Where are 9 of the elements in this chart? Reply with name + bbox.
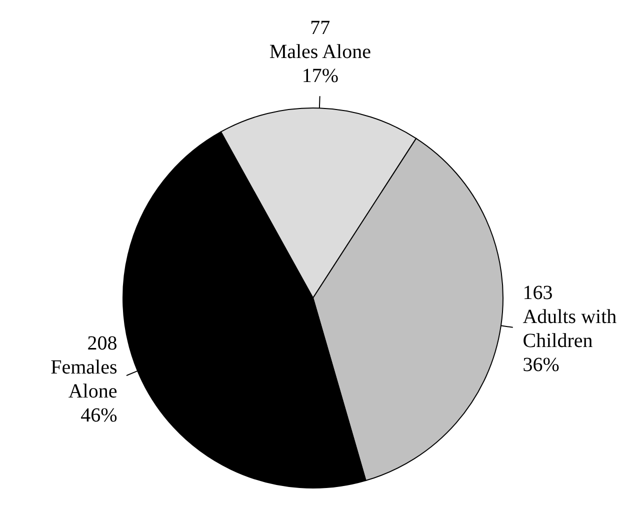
slice-label: Males Alone (269, 41, 372, 64)
slice-label: Adults with Children (522, 306, 617, 352)
data-label: 208 (87, 332, 118, 354)
data-label: 77 (310, 17, 330, 40)
data-label: 163 (522, 282, 553, 304)
text: 46% (80, 404, 118, 426)
text: 36% (522, 354, 560, 376)
slice-label: Females Alone (50, 356, 118, 402)
text: 17% (302, 65, 339, 88)
